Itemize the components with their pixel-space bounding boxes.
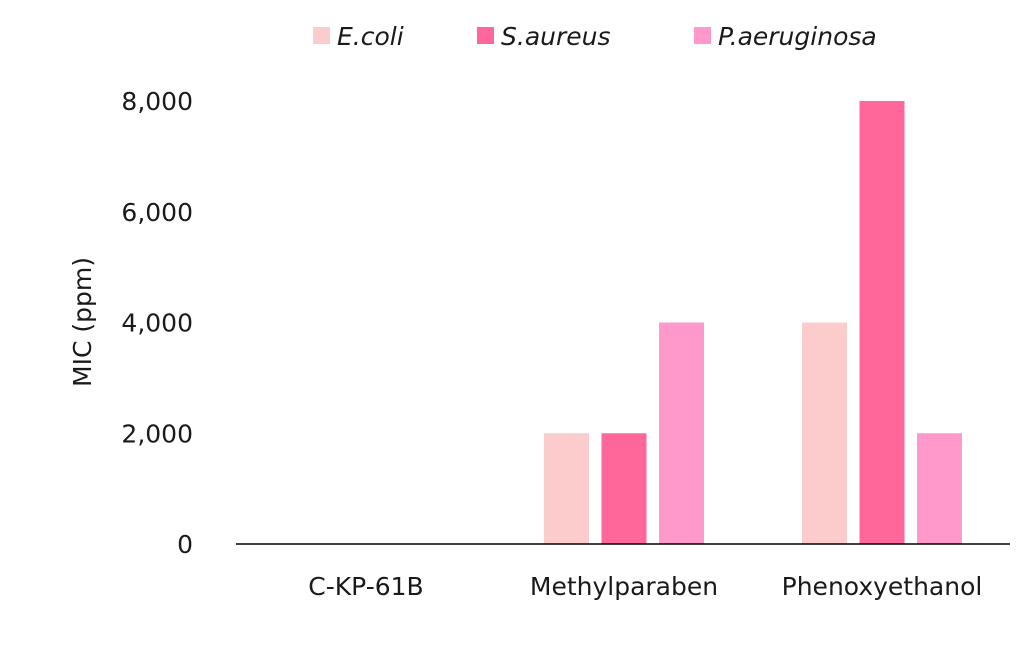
x-category-label: Methylparaben (530, 572, 718, 601)
y-tick-label: 0 (177, 530, 193, 559)
legend-label: P.aeruginosa (718, 22, 877, 51)
bar-p-aeruginosa-methylparaben (659, 322, 704, 544)
y-axis-ticks: 0 2,000 4,000 6,000 8,000 (121, 87, 193, 559)
legend-label: E.coli (337, 22, 404, 51)
legend-label: S.aureus (501, 22, 611, 51)
x-category-label: Phenoxyethanol (782, 572, 983, 601)
y-tick-label: 2,000 (121, 419, 193, 448)
legend: E.coli S.aureus P.aeruginosa (313, 22, 877, 51)
bar-e-coli-methylparaben (544, 433, 589, 544)
y-tick-label: 8,000 (121, 87, 193, 116)
x-axis-categories: C-KP-61B Methylparaben Phenoxyethanol (308, 572, 982, 601)
legend-swatch (694, 27, 711, 44)
bars (286, 101, 962, 544)
x-category-label: C-KP-61B (308, 572, 423, 601)
y-tick-label: 6,000 (121, 198, 193, 227)
y-axis-title: MIC (ppm) (68, 257, 97, 387)
legend-swatch (477, 27, 494, 44)
bar-s-aureus-methylparaben (601, 433, 647, 544)
legend-swatch (313, 27, 330, 44)
y-tick-label: 4,000 (121, 309, 193, 338)
bar-s-aureus-phenoxyethanol (859, 101, 905, 544)
bar-p-aeruginosa-phenoxyethanol (917, 433, 962, 544)
bar-e-coli-phenoxyethanol (802, 322, 847, 544)
